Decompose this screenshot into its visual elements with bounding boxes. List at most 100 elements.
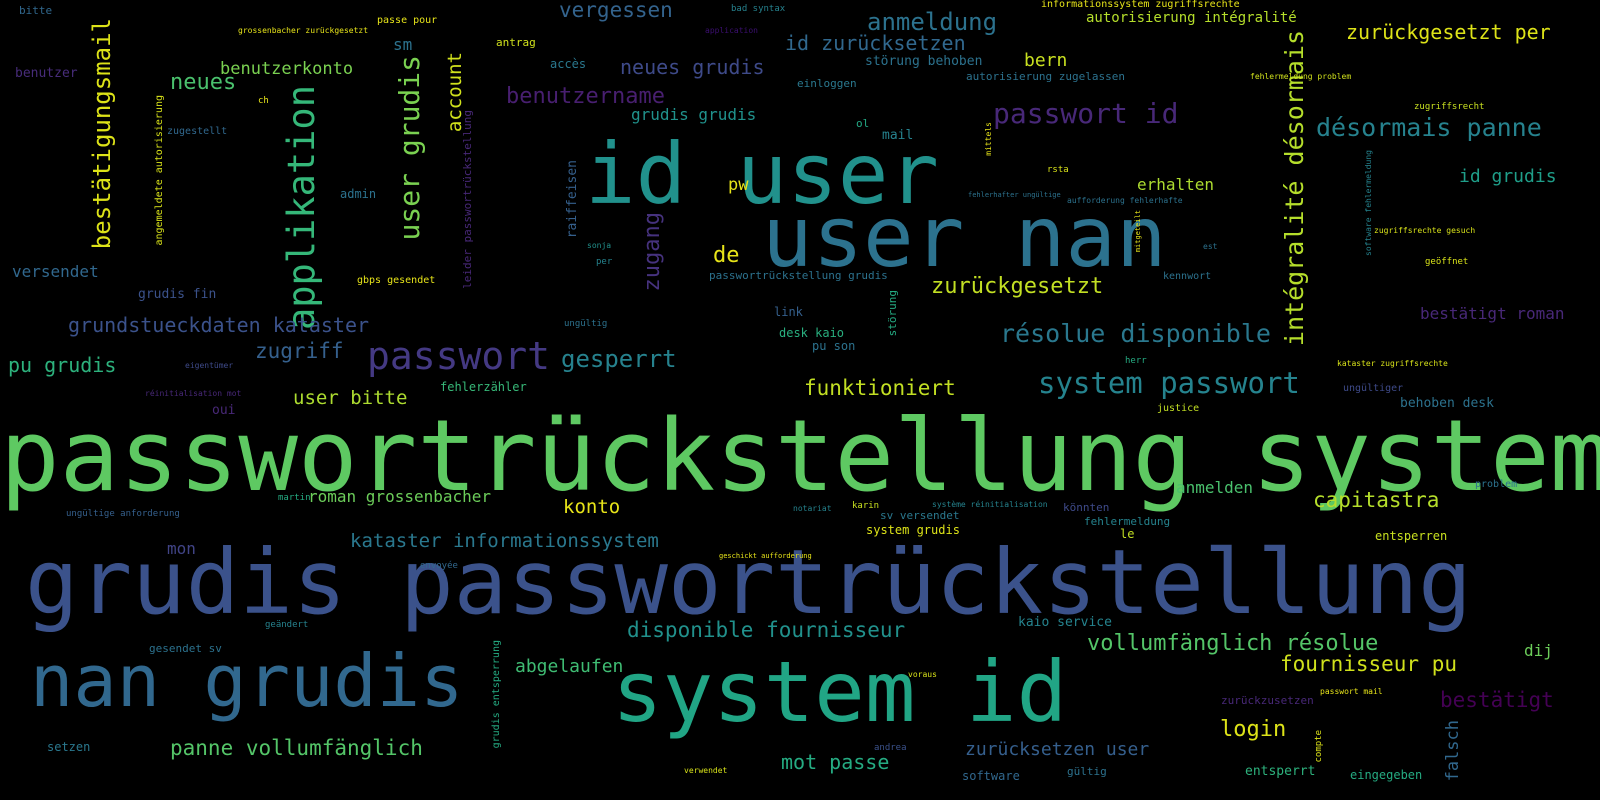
word: verwendet xyxy=(684,766,728,775)
word: grudis fin xyxy=(138,287,217,302)
word: bitte xyxy=(19,4,53,17)
word: könnten xyxy=(1063,501,1110,514)
word: problem xyxy=(1475,479,1518,490)
word: funktioniert xyxy=(804,376,956,400)
word: panne vollumfänglich xyxy=(170,736,423,760)
word: anmeldung xyxy=(867,8,998,36)
word: antrag xyxy=(496,36,536,49)
word: gültig xyxy=(1067,765,1107,778)
word: sm xyxy=(393,35,413,54)
word: vollumfänglich résolue xyxy=(1087,631,1379,656)
word: system passwort xyxy=(1038,366,1300,400)
word: mittels xyxy=(984,122,993,156)
word: bestätigt xyxy=(1440,688,1554,712)
word: zugang xyxy=(640,212,665,292)
word: leider passwortrückstellung xyxy=(461,110,474,289)
word: setzen xyxy=(47,740,91,754)
word: résolue disponible xyxy=(1000,319,1271,348)
word: grudis entsperrung xyxy=(491,640,502,749)
word: geändert xyxy=(265,620,309,630)
word: user grudis xyxy=(393,55,426,241)
word: ungültig xyxy=(564,319,608,329)
word: réinitialisation mot xyxy=(145,389,242,398)
word: id user xyxy=(585,125,940,223)
word: applikation xyxy=(280,85,323,331)
word: anmelden xyxy=(1176,478,1254,497)
word: karin xyxy=(852,501,880,511)
word: einloggen xyxy=(797,77,857,90)
word: software fehlermeldung xyxy=(1364,150,1373,256)
word: geschickt aufforderung xyxy=(719,552,812,560)
word: desk kaio xyxy=(779,326,845,340)
word: zugriffsrecht xyxy=(1414,102,1485,112)
word: fournisseur pu xyxy=(1280,652,1458,676)
word: mitgeteilt xyxy=(1134,210,1142,253)
word: mot passe xyxy=(781,750,890,774)
word: benutzername xyxy=(506,84,665,109)
word: software xyxy=(962,769,1020,783)
word: rsta xyxy=(1047,165,1069,175)
word: versendet xyxy=(12,262,99,281)
word: gbps gesendet xyxy=(357,275,436,286)
word: sonja xyxy=(587,241,612,250)
word: falsch xyxy=(1443,720,1463,782)
word: kennwort xyxy=(1163,271,1212,282)
word: bestätigt roman xyxy=(1420,304,1565,323)
word: fehlermeldung xyxy=(1084,515,1171,528)
word: bad syntax xyxy=(731,4,786,14)
word: disponible fournisseur xyxy=(627,618,906,642)
word: zurückzusetzen xyxy=(1221,694,1314,707)
word: system grudis xyxy=(866,523,960,537)
word: oui xyxy=(212,403,236,418)
word: désormais panne xyxy=(1316,113,1542,142)
word: informationssystem zugriffsrechte xyxy=(1041,0,1240,10)
word: system id xyxy=(612,643,1068,741)
word: grudis grudis xyxy=(631,105,757,124)
word: gesperrt xyxy=(561,345,677,373)
word: ol xyxy=(856,117,870,130)
word: entsperrt xyxy=(1245,764,1316,779)
word: dij xyxy=(1524,641,1553,660)
word: passwort mail xyxy=(1320,687,1383,696)
word: zugriff xyxy=(255,339,344,363)
word: störung behoben xyxy=(865,54,983,69)
word: grossenbacher zurückgesetzt xyxy=(238,26,369,35)
word: zugriffsrechte gesuch xyxy=(1374,226,1476,235)
word: zurückgesetzt xyxy=(931,274,1104,299)
word: behoben desk xyxy=(1400,396,1494,411)
word: notariat xyxy=(793,504,832,513)
word: capitastra xyxy=(1313,488,1440,512)
word: per xyxy=(596,257,613,267)
word: grundstueckdaten kataster xyxy=(68,313,370,337)
word: zugestellt xyxy=(167,126,228,137)
word: bern xyxy=(1024,50,1068,71)
word: angemeldete autorisierung xyxy=(154,95,165,246)
word: pu grudis xyxy=(8,353,117,377)
word: entsperren xyxy=(1375,529,1448,543)
word: fehlerhafter ungültige xyxy=(968,191,1061,199)
word: ungültiger xyxy=(1343,383,1404,394)
word: voraus xyxy=(908,670,937,679)
word: herr xyxy=(1125,356,1147,366)
word: gesendet sv xyxy=(149,642,222,655)
word: autorisierung intégralité xyxy=(1086,10,1297,26)
word: mon xyxy=(167,539,196,558)
word: pw xyxy=(728,175,749,195)
word: kataster zugriffsrechte xyxy=(1337,359,1448,368)
word: kaio service xyxy=(1018,615,1112,630)
word: est xyxy=(1203,242,1218,251)
word: neues xyxy=(170,70,237,95)
word: benutzerkonto xyxy=(220,59,354,79)
word: passwortrückstellung grudis xyxy=(709,269,888,282)
word: kataster informationssystem xyxy=(350,530,659,552)
word: erhalten xyxy=(1137,175,1215,194)
word: application xyxy=(705,26,758,35)
word: neues grudis xyxy=(620,55,765,79)
word: raiffeisen xyxy=(565,160,580,239)
word: fehlerzähler xyxy=(440,380,527,394)
word: accès xyxy=(550,57,587,71)
word: admin xyxy=(340,187,377,201)
word: justice xyxy=(1157,403,1200,414)
word: passwort xyxy=(367,334,551,378)
